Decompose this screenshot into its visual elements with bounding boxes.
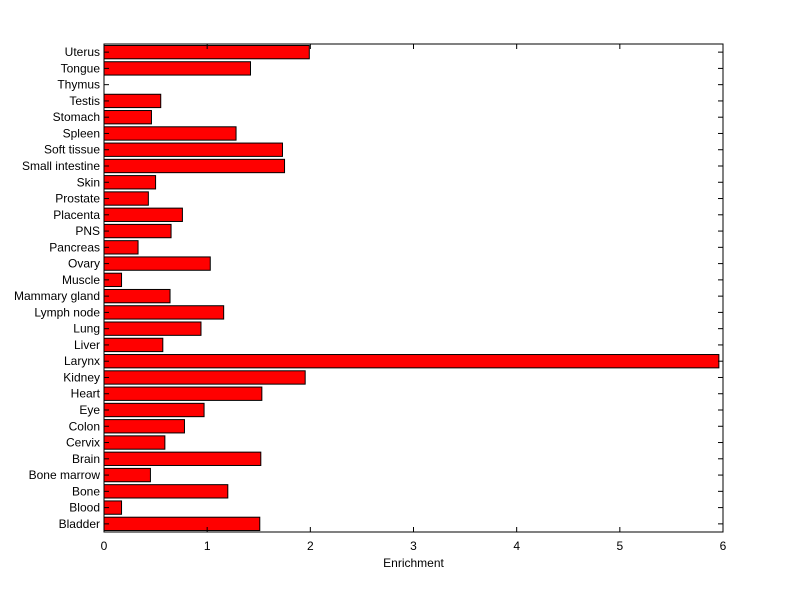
y-tick-label: Lymph node: [34, 305, 100, 319]
y-tick-label: Mammary gland: [14, 289, 100, 303]
y-tick-label: Soft tissue: [44, 143, 100, 157]
y-tick-label: PNS: [75, 224, 100, 238]
bar-heart: [103, 386, 263, 401]
bar-lymph-node: [103, 305, 225, 320]
bar-lung: [103, 321, 202, 336]
y-tick-label: Small intestine: [22, 159, 100, 173]
bar-cervix: [103, 435, 166, 450]
bar-placenta: [103, 207, 183, 222]
bars-group: [103, 44, 720, 532]
bar-soft-tissue: [103, 142, 283, 157]
bar-bone-marrow: [103, 467, 151, 483]
x-tick-label: 5: [616, 539, 623, 553]
x-tick-label: 0: [101, 539, 108, 553]
y-tick-label: Colon: [69, 419, 100, 433]
bar-pns: [103, 223, 172, 239]
bar-bladder: [103, 516, 261, 532]
bar-bone: [103, 484, 229, 499]
y-tick-label: Testis: [69, 94, 100, 108]
y-tick-label: Stomach: [53, 110, 100, 124]
bar-skin: [103, 175, 157, 190]
y-tick-label: Brain: [72, 452, 100, 466]
x-tick-label: 2: [307, 539, 314, 553]
y-tick-label: Pancreas: [49, 240, 100, 254]
bar-ovary: [103, 256, 211, 271]
y-tick-label: Tongue: [61, 61, 101, 75]
x-tick-label: 3: [410, 539, 417, 553]
bar-colon: [103, 419, 185, 434]
bar-brain: [103, 451, 262, 466]
y-tick-label: Kidney: [63, 370, 100, 384]
y-tick-label: Uterus: [65, 45, 100, 59]
y-tick-label: Muscle: [62, 273, 100, 287]
y-tick-label: Skin: [77, 175, 100, 189]
bar-larynx: [103, 354, 720, 369]
bar-kidney: [103, 370, 306, 385]
y-tick-label: Eye: [79, 403, 100, 417]
bar-liver: [103, 337, 164, 353]
bar-prostate: [103, 191, 149, 206]
y-tick-label: Bone: [72, 484, 100, 498]
x-axis-label: Enrichment: [383, 556, 444, 570]
y-tick-label: Blood: [69, 501, 100, 515]
y-tick-label: Liver: [74, 338, 100, 352]
y-tick-label: Cervix: [66, 436, 100, 450]
y-tick-label: Placenta: [53, 208, 100, 222]
y-tick-label: Larynx: [64, 354, 100, 368]
bar-stomach: [103, 110, 152, 125]
y-tick-label: Bone marrow: [29, 468, 101, 482]
x-tick-label: 4: [513, 539, 520, 553]
y-tick-label: Bladder: [59, 517, 100, 531]
y-tick-label: Thymus: [57, 78, 100, 92]
bar-tongue: [103, 61, 251, 76]
y-tick-label: Ovary: [68, 257, 100, 271]
x-tick-label: 1: [204, 539, 211, 553]
y-ticks-group: Uterus Tongue Thymus Testis Stomach Spleen Sof…: [14, 45, 723, 531]
bar-mammary-gland: [103, 288, 171, 304]
y-tick-label: Spleen: [63, 126, 100, 140]
bar-uterus: [103, 44, 310, 60]
bar-eye: [103, 402, 205, 418]
y-tick-label: Prostate: [55, 192, 100, 206]
bar-small-intestine: [103, 158, 286, 174]
y-tick-label: Heart: [71, 387, 101, 401]
bar-pancreas: [103, 240, 139, 255]
x-ticks-group: 0 1 2 3 4 5 6: [101, 44, 727, 553]
x-tick-label: 6: [720, 539, 727, 553]
y-tick-label: Lung: [73, 322, 100, 336]
bar-spleen: [103, 126, 237, 141]
bar-testis: [103, 93, 162, 109]
